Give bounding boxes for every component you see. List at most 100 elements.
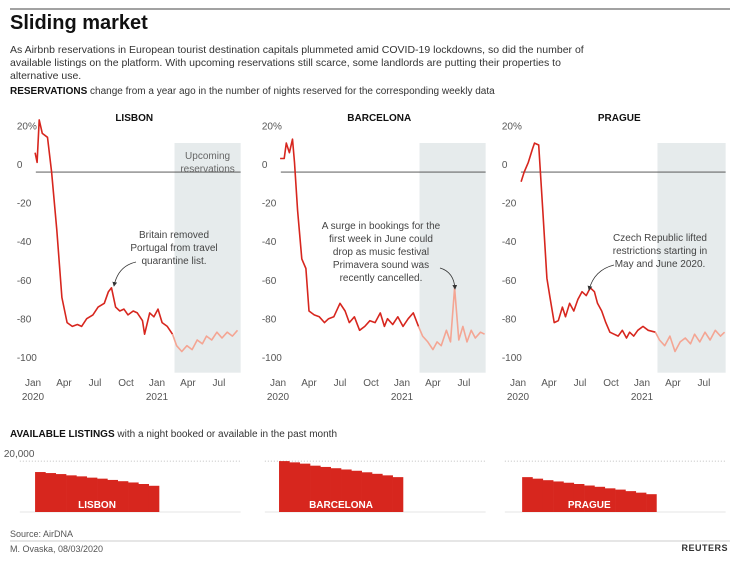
x-tick-label: Jul [574,378,587,389]
y-tick-label: 0 [17,160,23,171]
x-tick-label: Apr [425,378,441,389]
x-tick-label: Apr [541,378,557,389]
bar [635,492,647,512]
year-label: 2020 [267,392,290,403]
y-tick-label: 20% [502,121,522,132]
annotation: May and June 2020. [615,259,706,270]
upcoming-shade [419,143,486,373]
y-tick-label: -80 [502,314,517,325]
bar [615,489,626,512]
bar [138,484,149,512]
y-tick-label: -20 [262,199,277,210]
bar [594,486,606,512]
y-tick-label: -40 [262,237,277,248]
year-label: 2021 [391,392,414,403]
annotation: quarantine list. [141,256,206,267]
x-tick-label: Apr [56,378,72,389]
x-tick-label: Jan [394,378,410,389]
section-heading: RESERVATIONS change from a year ago in t… [10,86,495,97]
annotation: Primavera sound was [333,260,429,271]
annotation: A surge in bookings for the [322,221,441,232]
bar [361,472,373,512]
bar [372,473,383,512]
year-label: 2021 [146,392,169,403]
x-tick-label: Jan [634,378,650,389]
y-tick-label: -80 [17,314,32,325]
bar [117,481,129,512]
bar [128,482,139,512]
bar [604,488,616,512]
bar [289,462,300,512]
bar [573,484,585,512]
section-heading-bold: RESERVATIONS [10,86,88,97]
y-tick-label: 0 [262,160,268,171]
line-series [654,329,726,353]
bar [646,494,657,512]
x-tick-label: Apr [301,378,317,389]
source: Source: AirDNA [10,529,74,539]
y-tick-label: 20,000 [4,449,35,460]
x-tick-label: Jul [698,378,711,389]
panel-title: LISBON [78,500,116,511]
line-series [171,329,239,353]
title: Sliding market [10,12,148,34]
shade-label: Upcoming [185,151,230,162]
x-tick-label: Oct [118,378,134,389]
bar [86,477,98,512]
y-tick-label: 20% [262,121,282,132]
byline: M. Ovaska, 08/03/2020 [10,544,104,554]
y-tick-label: -40 [502,237,517,248]
panel-title: PRAGUE [568,500,611,511]
y-tick-label: -20 [17,199,32,210]
panel-title: LISBON [115,113,153,124]
y-tick-label: -100 [502,353,522,364]
bar [553,481,564,512]
bar [625,491,637,512]
bar [532,478,544,512]
y-tick-label: -100 [17,353,37,364]
annotation-arrow [587,264,615,291]
year-label: 2020 [22,392,45,403]
annotation-arrow [439,267,458,290]
bar [55,474,67,512]
y-tick-label: -80 [262,314,277,325]
panel-title: BARCELONA [347,113,411,124]
y-tick-label: -60 [262,276,277,287]
annotation: Czech Republic lifted [613,233,707,244]
x-tick-label: Jan [510,378,526,389]
x-tick-label: Apr [180,378,196,389]
y-tick-label: -60 [17,276,32,287]
bar [299,463,311,512]
x-tick-label: Jul [89,378,102,389]
section-heading-text: with a night booked or available in the … [117,429,338,440]
bar [382,475,393,512]
y-tick-label: -100 [262,353,282,364]
panel-title: PRAGUE [598,113,641,124]
y-tick-label: 0 [502,160,508,171]
subtitle: As Airbnb reservations in European touri… [10,44,584,82]
bar [392,477,404,512]
y-tick-label: 20% [17,121,37,132]
bar [310,465,321,512]
y-tick-label: -60 [502,276,517,287]
bar [107,479,119,512]
bar [584,485,595,512]
x-tick-label: Apr [665,378,681,389]
annotation: Britain removed [139,230,209,241]
section-heading: AVAILABLE LISTINGS with a night booked o… [10,429,337,440]
section-heading-text: change from a year ago in the number of … [90,86,495,97]
y-tick-label: -20 [502,199,517,210]
bar [542,480,554,512]
logo: REUTERS [681,543,728,553]
bar [522,477,533,512]
line-series [520,142,656,339]
bar [279,461,290,512]
annotation: Portugal from travel [130,243,217,254]
section-heading-bold: AVAILABLE LISTINGS [10,429,115,440]
x-tick-label: Oct [363,378,379,389]
bar [97,478,108,512]
x-tick-label: Jul [213,378,226,389]
x-tick-label: Jan [149,378,165,389]
